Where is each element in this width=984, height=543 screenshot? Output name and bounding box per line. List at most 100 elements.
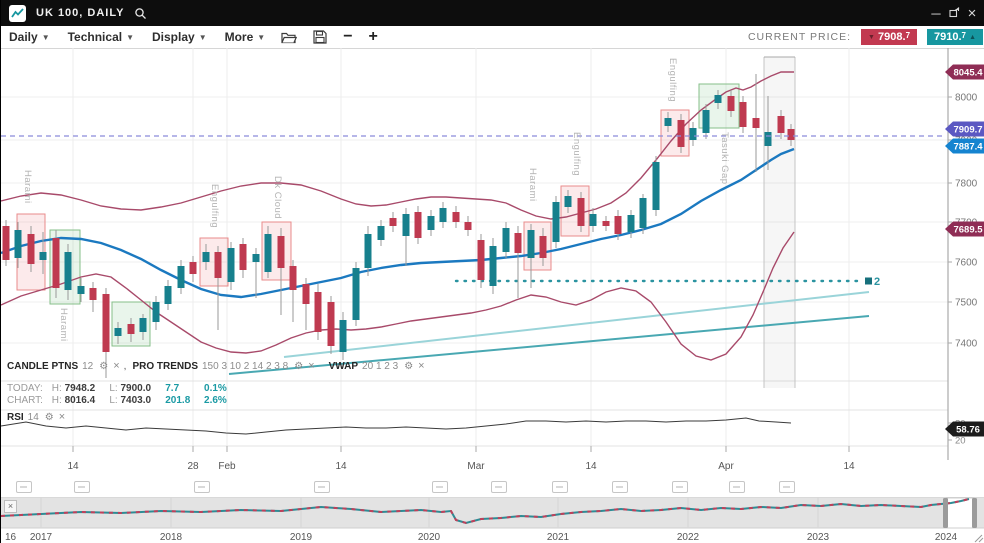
gear-icon[interactable]: ⚙ (294, 360, 304, 372)
candle-body (552, 202, 560, 242)
candle-body (77, 286, 85, 294)
year-label: 16 (5, 532, 17, 543)
candle-body (752, 118, 760, 128)
menu-display[interactable]: Display ▼ (152, 30, 207, 44)
candle-body (452, 212, 460, 222)
remove-indicator-icon[interactable]: × (113, 360, 120, 372)
date-label: Apr (718, 461, 734, 472)
resize-grip-icon[interactable] (974, 534, 983, 543)
candle-body (439, 208, 447, 222)
event-calendar-icon[interactable] (194, 481, 210, 493)
candle-body (477, 240, 485, 280)
menu-timeframe[interactable]: Daily ▼ (9, 30, 50, 44)
candle-body (514, 233, 522, 253)
price-badge (945, 221, 984, 237)
candle-body (127, 324, 135, 334)
year-label: 2018 (160, 532, 183, 543)
navigator-track (1, 497, 984, 528)
event-calendar-icon[interactable] (729, 481, 745, 493)
candle-body (602, 221, 610, 226)
indicator-pro-trends: PRO TRENDS (132, 360, 198, 372)
bid-price-badge: ▼ 7908. 7 (861, 29, 918, 45)
minimize-button[interactable]: ─ (931, 5, 941, 21)
candle-body (177, 266, 185, 288)
remove-indicator-icon[interactable]: × (418, 360, 425, 372)
candle-body (14, 230, 22, 258)
price-badge-label: 7909.7 (953, 125, 982, 136)
indicator-legend-row: CANDLE PTNS 12 ⚙ × , PRO TRENDS 150 3 10… (7, 360, 425, 372)
candle-body (39, 252, 47, 260)
remove-indicator-icon[interactable]: × (308, 360, 315, 372)
event-calendar-icon[interactable] (672, 481, 688, 493)
candle-body (64, 252, 72, 290)
candle-body (639, 198, 647, 228)
candle-body (677, 120, 685, 147)
candle-body (377, 226, 385, 240)
legend-separator: , (123, 360, 127, 372)
restore-button[interactable] (945, 6, 963, 21)
menu-technical[interactable]: Technical ▼ (67, 30, 134, 44)
candle-body (389, 218, 397, 226)
save-icon[interactable] (313, 30, 327, 44)
candle-body (52, 238, 60, 288)
level-marker-icon (865, 277, 872, 285)
navigator-close-icon[interactable]: × (4, 500, 17, 513)
candle-body (252, 254, 260, 262)
event-calendar-icon[interactable] (552, 481, 568, 493)
event-calendar-icon[interactable] (779, 481, 795, 493)
event-calendar-icon[interactable] (432, 481, 448, 493)
range-navigator[interactable]: 16 2017 2018 2019 2020 2021 2022 2023 2024 (1, 497, 984, 543)
event-calendar-icon[interactable] (74, 481, 90, 493)
vwap-trend-line-1 (283, 291, 870, 358)
candle-body (164, 286, 172, 304)
date-label: 14 (67, 461, 79, 472)
event-calendar-icon[interactable] (491, 481, 507, 493)
candle-body (627, 215, 635, 232)
candle-body (239, 244, 247, 270)
candle-body (489, 246, 497, 286)
candle-body (727, 96, 735, 111)
price-badge-label: 7689.5 (953, 225, 983, 236)
menu-more[interactable]: More ▼ (224, 30, 266, 44)
price-tick-label: 7600 (955, 258, 978, 269)
price-tick-label: 7800 (955, 179, 978, 190)
navigator-right-handle[interactable] (972, 498, 977, 528)
candle-body (352, 268, 360, 320)
date-label: 28 (187, 461, 199, 472)
open-folder-icon[interactable] (281, 31, 298, 44)
zoom-in-button[interactable]: + (368, 28, 378, 45)
close-button[interactable]: × (967, 4, 977, 22)
candle-body (539, 236, 547, 258)
remove-indicator-icon[interactable]: × (58, 411, 66, 423)
price-chart-canvas[interactable]: 2 Harami Harami Engulfing Dk Cloud Harami Engu… (1, 48, 984, 460)
bearish-pattern-box (560, 185, 590, 237)
candle-body (189, 262, 197, 274)
price-badge-label: 7887.4 (953, 142, 983, 153)
zoom-out-button[interactable]: − (343, 28, 353, 45)
event-calendar-icon[interactable] (612, 481, 628, 493)
arrow-up-icon: ▲ (969, 33, 976, 41)
event-calendar-icon[interactable] (314, 481, 330, 493)
candle-body (414, 212, 422, 238)
price-badge-label: 8045.4 (953, 68, 983, 79)
date-axis: 14 28 Feb 14 Mar 14 Apr 14 (1, 461, 984, 475)
level-marker-label: 2 (874, 276, 880, 288)
pattern-label: Engulfing (571, 132, 582, 176)
candle-body (314, 292, 322, 332)
price-tick-label: 7500 (955, 298, 978, 309)
gear-icon[interactable]: ⚙ (404, 360, 414, 372)
ask-price-badge: 7910. 7 ▲ (927, 29, 983, 45)
rsi-value-badge (945, 421, 984, 437)
year-label: 2021 (547, 532, 570, 543)
gear-icon[interactable]: ⚙ (99, 360, 109, 372)
pattern-label: Engulfing (667, 58, 678, 102)
pattern-label: Harami (58, 308, 69, 342)
event-calendar-icon[interactable] (16, 481, 32, 493)
current-price-label: CURRENT PRICE: (747, 31, 852, 43)
price-badge (945, 121, 984, 137)
search-icon[interactable] (134, 7, 147, 20)
resize-grip-icon[interactable] (978, 537, 984, 543)
navigator-left-handle[interactable] (943, 498, 948, 528)
gear-icon[interactable]: ⚙ (44, 411, 54, 423)
